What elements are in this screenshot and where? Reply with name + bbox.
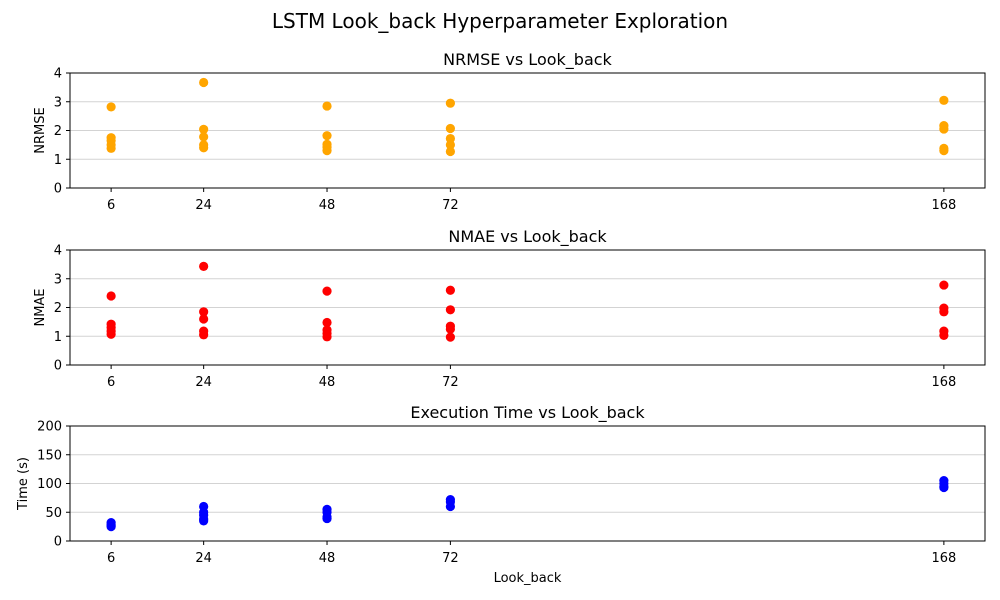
data-point [939, 124, 949, 134]
data-point [106, 102, 116, 112]
data-point [939, 482, 949, 493]
data-point [322, 286, 332, 296]
subplot-1: 6 24 48 72 168 0 1 2 3 4 NRMSE vs Look_back NRMSE [33, 50, 986, 213]
y-tick-label: 1 [54, 153, 62, 168]
x-tick-label: 48 [319, 198, 336, 213]
y-tick-label: 3 [54, 272, 62, 287]
y-tick-label: 4 [54, 67, 62, 82]
y-tick-label: 0 [54, 535, 62, 550]
x-tick-label: 72 [442, 551, 459, 566]
data-point [445, 332, 455, 342]
data-point [939, 146, 949, 156]
x-tick-label: 48 [319, 375, 336, 390]
data-point [199, 330, 209, 340]
subplot-title: Execution Time vs Look_back [410, 403, 645, 423]
data-point [199, 132, 209, 142]
data-point [322, 332, 332, 342]
data-point [199, 124, 209, 134]
y-tick-label: 150 [37, 448, 62, 463]
x-tick-label: 168 [931, 375, 956, 390]
subplot-2: 6 24 48 72 168 0 1 2 3 4 NMAE vs Look_back NMAE [33, 227, 986, 390]
data-point [322, 146, 332, 156]
y-tick-label: 100 [37, 477, 62, 492]
data-point [939, 280, 949, 290]
y-tick-label: 0 [54, 359, 62, 374]
data-point [106, 143, 116, 153]
x-tick-label: 72 [442, 375, 459, 390]
data-point [939, 307, 949, 317]
x-tick-label: 24 [195, 198, 212, 213]
y-tick-label: 0 [54, 182, 62, 197]
data-point [199, 314, 209, 324]
data-point [322, 513, 332, 524]
y-tick-label: 2 [54, 124, 62, 139]
data-point [445, 133, 455, 144]
data-point [445, 146, 455, 157]
x-tick-label: 168 [931, 551, 956, 566]
y-axis-label: Time (s) [16, 457, 31, 511]
data-point [106, 329, 116, 339]
data-point [106, 522, 116, 532]
x-tick-label: 6 [107, 198, 115, 213]
y-tick-label: 2 [54, 301, 62, 316]
data-point [445, 285, 455, 295]
data-point [199, 143, 209, 153]
data-point [322, 317, 332, 328]
subplot-title: NMAE vs Look_back [448, 227, 607, 247]
data-point [322, 101, 332, 111]
y-axis-label: NRMSE [33, 107, 48, 153]
x-tick-label: 24 [195, 375, 212, 390]
data-point [445, 305, 455, 315]
x-tick-label: 168 [931, 198, 956, 213]
data-point [939, 330, 949, 340]
y-tick-label: 200 [37, 420, 62, 435]
data-point [445, 501, 455, 512]
y-tick-label: 3 [54, 95, 62, 110]
x-tick-label: 72 [442, 198, 459, 213]
y-tick-label: 4 [54, 244, 62, 259]
x-tick-label: 48 [319, 551, 336, 566]
subplot-title: NRMSE vs Look_back [443, 50, 612, 70]
data-point [939, 95, 949, 105]
data-point [199, 516, 209, 526]
x-tick-label: 24 [195, 551, 212, 566]
data-point [106, 291, 116, 301]
x-tick-label: 6 [107, 551, 115, 566]
y-tick-label: 1 [54, 330, 62, 345]
data-point [445, 98, 455, 108]
y-axis-label: NMAE [33, 288, 48, 326]
data-point [199, 307, 209, 317]
data-point [445, 324, 455, 334]
x-tick-label: 6 [107, 375, 115, 390]
data-point [445, 140, 455, 150]
data-point [199, 77, 209, 88]
subplot-3: 6 24 48 72 168 0 50 100 150 200 Execution Time vs … [16, 403, 986, 586]
data-point [445, 123, 455, 134]
data-point [322, 131, 332, 141]
x-axis-label: Look_back [494, 571, 562, 586]
y-tick-label: 50 [45, 506, 62, 521]
figure-title: LSTM Look_back Hyperparameter Exploratio… [272, 9, 728, 33]
data-point [199, 261, 209, 271]
